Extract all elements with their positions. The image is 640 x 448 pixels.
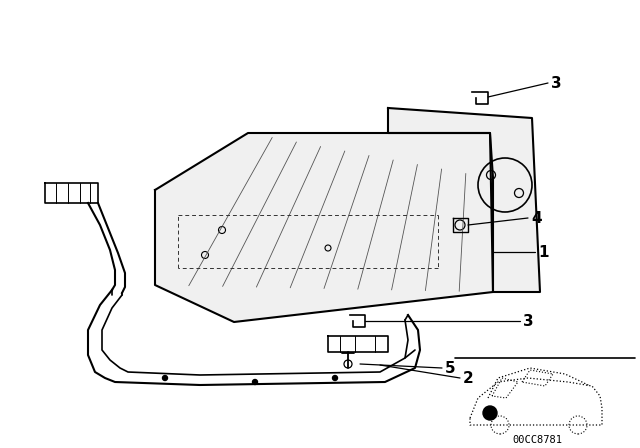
Text: 3: 3 xyxy=(551,76,562,90)
Text: 1: 1 xyxy=(538,245,548,259)
Polygon shape xyxy=(388,108,540,292)
Circle shape xyxy=(253,379,257,384)
Text: 5: 5 xyxy=(445,361,456,375)
Circle shape xyxy=(163,375,168,380)
Polygon shape xyxy=(155,133,493,322)
Text: 3: 3 xyxy=(523,314,534,328)
Text: 4: 4 xyxy=(531,211,541,225)
Circle shape xyxy=(333,375,337,380)
Text: 2: 2 xyxy=(463,370,474,385)
Circle shape xyxy=(483,406,497,420)
Text: 00CC8781: 00CC8781 xyxy=(512,435,562,445)
